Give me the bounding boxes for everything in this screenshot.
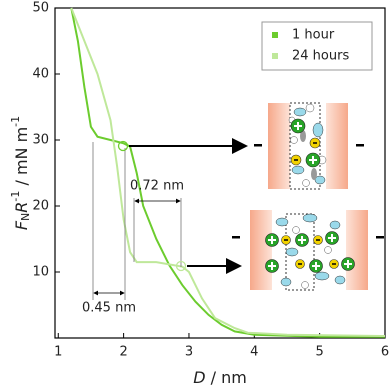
plot-frame (54, 7, 386, 339)
x-tick-label: 4 (250, 345, 258, 360)
y-axis-label-part: -1 (9, 116, 22, 127)
x-axis-label: D / nm (193, 368, 247, 387)
highlight (175, 260, 187, 272)
y-axis-label-part: N (19, 213, 32, 221)
x-axis-label-part: D (193, 368, 205, 387)
y-tick-label: 50 (32, 1, 49, 16)
y-tick-label: 10 (32, 265, 49, 280)
highlight (117, 140, 129, 152)
annotation-guides (92, 142, 182, 300)
x-tick-label: 5 (316, 345, 324, 360)
y-tick-label: 30 (32, 133, 49, 148)
y-axis-label-part: F (12, 220, 31, 230)
y-tick-label: 40 (32, 67, 49, 82)
data-line (70, 7, 385, 338)
legend-label: 1 hour (292, 28, 335, 43)
y-axis-label-part: R (12, 202, 31, 213)
y-axis-label-part: -1 (9, 191, 22, 202)
y-tick-label: 20 (32, 199, 49, 214)
inset-schematic (232, 210, 384, 291)
x-tick-label: 3 (185, 345, 193, 360)
legend-marker (272, 53, 278, 59)
inset-schematic (254, 102, 364, 190)
x-axis-label-part: / nm (206, 368, 247, 387)
y-axis-label: FNR-1 / mN m-1 (9, 116, 32, 230)
x-tick-label: 2 (119, 345, 127, 360)
legend-box (261, 21, 373, 71)
legend-label: 24 hours (292, 49, 349, 64)
annotation: 0.72 nm (130, 179, 184, 194)
annotation: 0.45 nm (82, 301, 136, 316)
x-tick-label: 1 (54, 345, 62, 360)
legend-marker (272, 32, 278, 38)
y-axis-label-part: / mN m (12, 127, 31, 191)
data-line (70, 7, 386, 337)
x-tick-label: 6 (381, 345, 389, 360)
